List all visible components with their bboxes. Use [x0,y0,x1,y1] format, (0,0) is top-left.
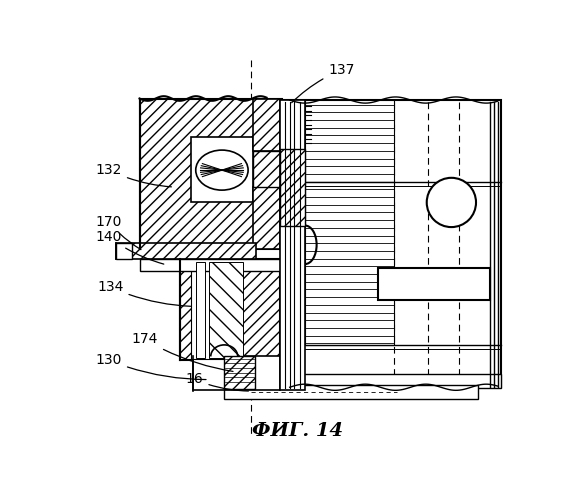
Text: 137: 137 [292,63,354,102]
Polygon shape [282,100,501,387]
Polygon shape [282,374,501,388]
Polygon shape [253,187,281,248]
Polygon shape [378,268,490,300]
Polygon shape [180,258,281,360]
Text: 174: 174 [132,332,233,372]
Ellipse shape [196,150,248,190]
Text: 170: 170 [96,214,141,250]
Polygon shape [305,100,394,182]
Polygon shape [281,148,305,226]
Polygon shape [191,137,253,202]
Circle shape [426,178,476,227]
Polygon shape [224,356,255,389]
Polygon shape [116,244,256,258]
Polygon shape [196,262,205,358]
Text: 140: 140 [96,230,164,264]
Text: 130: 130 [96,353,206,380]
Polygon shape [139,98,282,248]
Polygon shape [193,356,281,390]
Polygon shape [116,244,132,258]
Polygon shape [224,385,478,399]
Polygon shape [281,100,305,390]
Text: 134: 134 [97,280,191,306]
Polygon shape [191,260,231,359]
Polygon shape [253,151,281,187]
Text: 132: 132 [96,163,171,187]
Polygon shape [139,258,282,271]
Polygon shape [305,182,394,345]
Text: ФИГ. 14: ФИГ. 14 [252,422,343,440]
Polygon shape [253,98,281,151]
Text: 16: 16 [186,372,249,391]
Polygon shape [209,262,243,358]
